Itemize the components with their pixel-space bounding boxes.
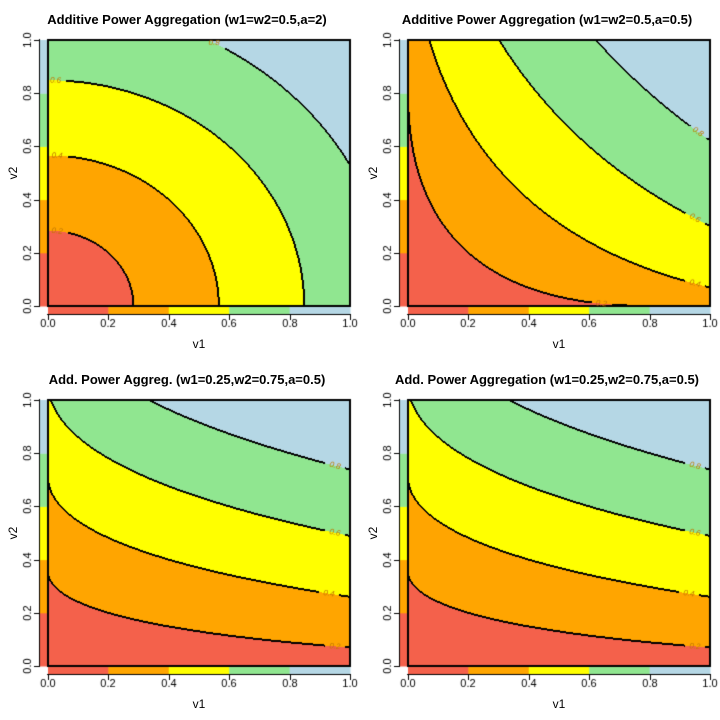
panel-title: Add. Power Aggreg. (w1=0.25,w2=0.75,a=0.… xyxy=(48,372,326,387)
x-axis-label: v1 xyxy=(192,337,206,351)
y-axis-label: v2 xyxy=(6,166,20,180)
contour-plot-canvas-4 xyxy=(360,360,720,720)
contour-plot-canvas-3 xyxy=(0,360,360,720)
panel-title: Add. Power Aggregation (w1=0.25,w2=0.75,… xyxy=(394,372,700,387)
panel-bottom-right: Add. Power Aggregation (w1=0.25,w2=0.75,… xyxy=(360,360,720,720)
y-axis-label: v2 xyxy=(366,526,380,540)
y-axis-label: v2 xyxy=(6,526,20,540)
contour-plot-canvas-1 xyxy=(0,0,360,360)
panel-top-left: Additive Power Aggregation (w1=w2=0.5,a=… xyxy=(0,0,360,360)
panel-top-right: Additive Power Aggregation (w1=w2=0.5,a=… xyxy=(360,0,720,360)
x-axis-label: v1 xyxy=(192,697,206,711)
x-axis-label: v1 xyxy=(552,337,566,351)
panel-title: Additive Power Aggregation (w1=w2=0.5,a=… xyxy=(47,12,327,27)
panel-bottom-left: Add. Power Aggreg. (w1=0.25,w2=0.75,a=0.… xyxy=(0,360,360,720)
y-axis-label: v2 xyxy=(366,166,380,180)
contour-plot-canvas-2 xyxy=(360,0,720,360)
panel-title: Additive Power Aggregation (w1=w2=0.5,a=… xyxy=(401,12,693,27)
x-axis-label: v1 xyxy=(552,697,566,711)
